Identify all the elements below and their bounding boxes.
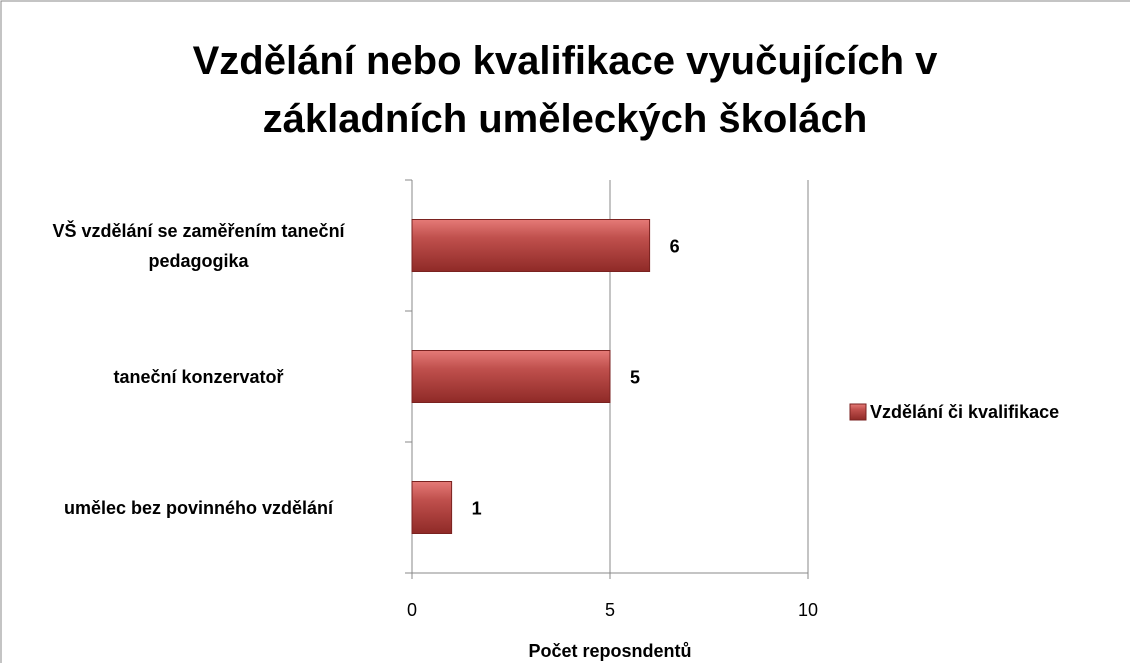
data-label: 1: [472, 498, 482, 518]
x-tick-label: 5: [605, 600, 615, 620]
y-tick-label: VŠ vzdělání se zaměřením taneční pedagog…: [52, 220, 345, 271]
x-tick-label: 10: [798, 600, 818, 620]
bar: [411, 219, 651, 272]
y-tick-label: taneční konzervatoř: [113, 366, 284, 387]
x-axis-title: Počet reposndentů: [528, 641, 691, 661]
data-label: 5: [630, 367, 640, 387]
bar: [411, 481, 453, 534]
legend-label: Vzdělání či kvalifikace: [870, 402, 1059, 422]
chart-title: Vzdělání nebo kvalifikace vyučujících v …: [192, 39, 938, 141]
x-tick-label: 0: [407, 600, 417, 620]
legend-swatch: [849, 403, 867, 421]
y-tick-label: umělec bez povinného vzdělání: [63, 497, 334, 518]
bar: [411, 350, 611, 403]
data-label: 6: [670, 236, 680, 256]
